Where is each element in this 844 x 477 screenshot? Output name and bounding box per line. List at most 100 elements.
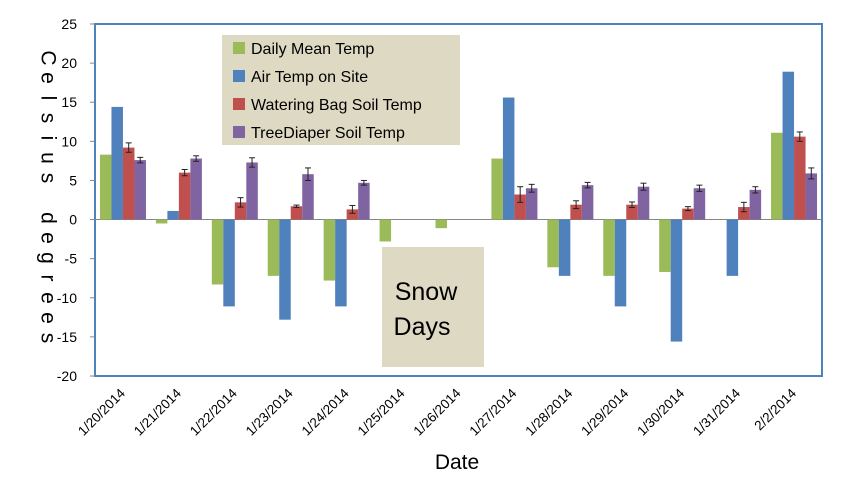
bar: [346, 209, 359, 220]
legend-swatch: [233, 70, 245, 82]
y-tick-labels-group: -20 -15 -10 -5 0 5 10 15 20 25: [57, 16, 95, 384]
y-axis-title-char: d: [36, 212, 59, 224]
bar: [794, 136, 806, 220]
bar: [570, 204, 582, 220]
bar: [491, 158, 503, 220]
x-tick-label: 1/28/2014: [522, 385, 575, 438]
y-axis-title-char: r: [36, 275, 59, 282]
y-tick-label: -15: [57, 329, 77, 345]
bar: [805, 173, 818, 220]
bar: [99, 154, 112, 220]
bar: [738, 207, 750, 220]
bar: [581, 185, 594, 220]
x-tick-labels-group: 1/20/2014 1/21/2014 1/22/2014 1/23/2014 1/24…: [75, 385, 799, 438]
x-tick-label: 1/24/2014: [299, 385, 352, 438]
y-axis-title-char: u: [36, 152, 59, 164]
y-tick-label: -5: [65, 251, 78, 267]
x-tick-label: 1/23/2014: [243, 385, 296, 438]
bar: [323, 219, 336, 281]
annotation-line-1: Snow: [395, 278, 458, 306]
bar: [547, 219, 559, 268]
y-tick-label: 0: [69, 212, 77, 228]
bar: [335, 219, 347, 307]
bar: [514, 194, 526, 220]
bar: [234, 202, 247, 220]
x-tick-label: 1/25/2014: [355, 385, 408, 438]
bar: [726, 219, 739, 276]
y-axis-title-char: e: [36, 292, 59, 304]
bar: [134, 160, 146, 220]
x-tick-label: 1/22/2014: [187, 385, 240, 438]
legend: Daily Mean Temp Air Temp on Site Watering …: [222, 35, 460, 145]
x-axis-title: Date: [435, 451, 479, 474]
y-axis-title-char: e: [36, 312, 59, 324]
bar: [670, 219, 683, 342]
y-tick-label: 15: [61, 94, 77, 110]
legend-label: Air Temp on Site: [251, 69, 368, 86]
bar: [279, 219, 291, 320]
y-axis-title-char: s: [36, 173, 59, 184]
bar: [267, 219, 280, 276]
legend-swatch: [233, 98, 245, 110]
y-tick-label: 25: [61, 16, 77, 32]
bar: [111, 106, 123, 220]
bar: [502, 97, 515, 220]
bar: [302, 174, 314, 220]
bar: [178, 172, 191, 220]
bar: [626, 204, 638, 220]
legend-swatch: [233, 126, 245, 138]
y-axis-title-char: i: [36, 136, 59, 141]
bar: [435, 219, 447, 229]
bar: [771, 132, 783, 220]
y-axis-title-char: e: [36, 232, 59, 244]
legend-label: Daily Mean Temp: [251, 41, 374, 58]
bar: [290, 206, 303, 220]
x-tick-label: 1/26/2014: [411, 385, 464, 438]
y-tick-label: -10: [57, 290, 77, 306]
x-tick-label: 1/27/2014: [466, 385, 519, 438]
bar: [659, 219, 671, 272]
bar: [749, 189, 762, 220]
bar: [682, 208, 694, 220]
bar: [603, 219, 615, 276]
bar: [246, 162, 258, 220]
bar: [637, 186, 650, 220]
x-tick-label: 1/20/2014: [75, 385, 128, 438]
y-tick-label: -20: [57, 368, 77, 384]
bar: [190, 158, 202, 220]
legend-label: Watering Bag Soil Temp: [251, 97, 422, 114]
annotation-line-2: Days: [394, 313, 451, 341]
y-axis-title-char: C: [36, 50, 59, 65]
bar: [558, 219, 571, 276]
annotation-box: [382, 247, 484, 367]
x-tick-label: 2/2/2014: [751, 385, 799, 433]
bar: [167, 210, 179, 220]
bar: [693, 188, 706, 220]
bar: [223, 219, 235, 307]
y-tick-label: 10: [61, 133, 77, 149]
bars-group: [99, 71, 818, 342]
x-tick-label: 1/31/2014: [690, 385, 743, 438]
bar: [525, 188, 538, 220]
x-tick-label: 1/29/2014: [578, 385, 631, 438]
plot-area-border: [94, 23, 823, 377]
snow-days-annotation: Snow Days: [382, 247, 484, 367]
bar: [122, 147, 135, 220]
legend-swatch: [233, 42, 245, 54]
error-bars-group: [125, 131, 815, 214]
x-tick-label: 1/30/2014: [634, 385, 687, 438]
y-tick-label: 20: [61, 55, 77, 71]
bar: [379, 219, 392, 242]
y-tick-label: 5: [69, 172, 77, 188]
y-axis-title-char: l: [36, 96, 59, 101]
bar: [782, 71, 795, 220]
y-axis-title-char: s: [36, 333, 59, 344]
bar: [211, 219, 224, 285]
bar: [614, 219, 627, 307]
legend-label: TreeDiaper Soil Temp: [251, 125, 405, 142]
bar: [155, 219, 168, 224]
legend-box: [222, 35, 460, 145]
